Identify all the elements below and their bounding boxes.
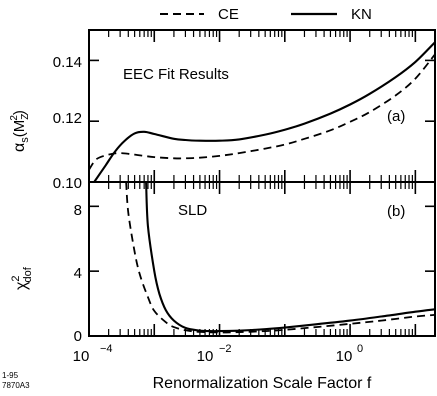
panel-b-ticks <box>88 182 436 337</box>
panel-a-curves <box>88 41 436 183</box>
ytick-label-b-0: 0 <box>74 328 82 345</box>
panel-a-frame <box>88 29 436 183</box>
panel-a-ticks <box>88 30 436 183</box>
figure-id-line-2: 7870A3 <box>2 381 30 390</box>
series-kn-line-b <box>145 181 436 333</box>
svg-text:10: 10 <box>336 348 353 365</box>
svg-text:10: 10 <box>73 348 90 365</box>
svg-text:−2: −2 <box>219 343 232 355</box>
panel-b-frame <box>88 181 436 337</box>
panel-a-label: (a) <box>387 108 405 125</box>
ytick-label-a-0: 0.10 <box>53 175 82 192</box>
series-ce-line-a <box>88 53 436 171</box>
legend-kn-label: KN <box>351 6 372 23</box>
ytick-label-b-1: 4 <box>74 265 82 282</box>
figure-id-line-1: 1-95 <box>2 371 19 380</box>
panel-b-ylabel: χ2dof <box>10 266 34 290</box>
legend-ce-label: CE <box>218 6 239 23</box>
xtick-label-1e-4: 10 −4 <box>73 343 113 365</box>
xtick-label-1e0: 10 0 <box>336 343 363 365</box>
panel-a-ylabel: αs(MZ2) <box>9 110 31 152</box>
ytick-label-a-2: 0.14 <box>53 54 82 71</box>
ytick-label-a-1: 0.12 <box>53 110 82 127</box>
panel-b-label: (b) <box>387 203 405 220</box>
legend: CE KN <box>160 6 372 23</box>
svg-text:−4: −4 <box>100 343 113 355</box>
svg-text:10: 10 <box>197 348 214 365</box>
svg-text:0: 0 <box>357 343 363 355</box>
x-axis-label: Renormalization Scale Factor f <box>153 375 372 392</box>
xtick-label-1e-2: 10 −2 <box>197 343 232 365</box>
panel-b-curves <box>125 181 436 334</box>
ytick-label-b-2: 8 <box>74 202 82 219</box>
panel-a-annotation: EEC Fit Results <box>123 66 229 83</box>
series-kn-line-a <box>93 41 436 183</box>
series-ce-line-b <box>125 181 436 334</box>
panel-b-annotation: SLD <box>178 202 207 219</box>
